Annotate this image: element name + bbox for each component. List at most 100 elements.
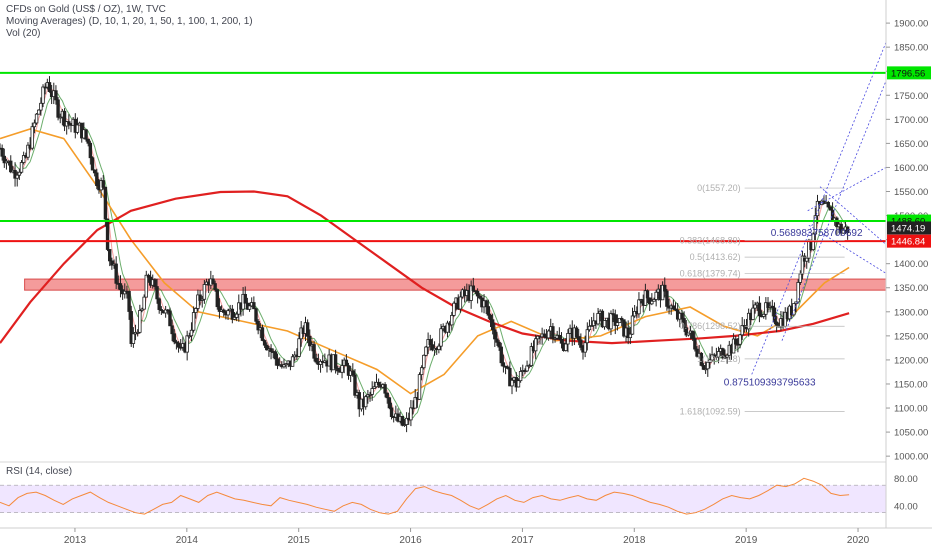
candle-body — [273, 351, 278, 360]
candle-body — [753, 304, 757, 309]
candle-body — [501, 362, 506, 367]
candle-body — [95, 172, 99, 186]
candle-body — [486, 306, 491, 316]
candle-body — [437, 345, 441, 350]
candle-body — [282, 364, 286, 368]
candle-body — [559, 338, 564, 344]
candle-body — [637, 299, 641, 315]
candle-body — [617, 317, 622, 324]
candle-body — [129, 311, 133, 344]
candle-body — [630, 315, 635, 335]
channel-line-0 — [781, 80, 887, 341]
candle-body — [318, 361, 323, 365]
price-label-bg — [887, 66, 931, 80]
candle-body — [488, 314, 493, 321]
x-tick-label: 2016 — [399, 535, 422, 546]
candle-body — [41, 86, 45, 104]
candle-body — [673, 308, 678, 311]
candle-body — [308, 335, 312, 347]
candle-body — [680, 312, 684, 319]
candle-body — [471, 285, 475, 292]
candle-body — [26, 144, 30, 158]
fib-label-1: 0.382(1468.89) — [680, 236, 741, 246]
y-tick-label: 1650.00 — [894, 139, 928, 150]
candle-body — [108, 249, 112, 262]
candle-body — [196, 294, 200, 309]
candle-body — [262, 340, 267, 346]
channel-line-4 — [808, 224, 887, 274]
candle-body — [9, 160, 13, 173]
candle-body — [179, 346, 183, 349]
candle-body — [103, 186, 108, 220]
price-label-bg — [887, 234, 931, 248]
fib-label-2: 0.5(1413.62) — [690, 252, 741, 262]
candle-body — [529, 346, 534, 366]
candle-body — [551, 326, 555, 339]
candle-body — [484, 300, 488, 307]
y-tick-label: 1850.00 — [894, 43, 928, 54]
moving-averages-legend: Moving Averages) (D, 10, 1, 20, 1, 50, 1… — [6, 16, 253, 27]
y-tick-label: 1550.00 — [894, 187, 928, 198]
y-tick-label: 1700.00 — [894, 115, 928, 126]
candle-body — [525, 365, 529, 372]
candle-body — [815, 200, 820, 217]
candle-body — [13, 169, 17, 179]
candle-body — [198, 294, 202, 301]
candle-body — [92, 169, 97, 174]
candle-body — [495, 338, 499, 343]
candle-body — [682, 318, 686, 329]
candle-body — [30, 126, 34, 149]
candle-body — [39, 102, 43, 111]
candle-body — [62, 110, 67, 127]
candle-body — [211, 278, 215, 284]
candle-body — [383, 384, 387, 394]
candle-body — [368, 393, 372, 396]
candle-body — [172, 333, 176, 343]
y-tick-label: 1600.00 — [894, 163, 928, 174]
y-tick-label: 1400.00 — [894, 259, 928, 270]
candle-body — [439, 328, 443, 347]
candle-body — [589, 325, 594, 327]
candle-body — [131, 333, 136, 344]
candle-body — [256, 320, 260, 331]
candle-body — [86, 138, 90, 144]
ma-20-line — [14, 91, 848, 421]
y-tick-label: 1150.00 — [894, 379, 928, 390]
candle-body — [153, 279, 157, 287]
candle-body — [234, 313, 239, 318]
candle-body — [757, 302, 762, 317]
candle-body — [557, 334, 562, 340]
fib-label-4: 0.786(1298.52) — [680, 321, 741, 331]
candle-body — [650, 300, 654, 305]
candle-body — [185, 335, 189, 353]
candle-body — [189, 329, 194, 337]
candle-body — [770, 305, 775, 309]
candle-body — [222, 309, 226, 313]
candle-body — [566, 332, 570, 345]
candle-body — [721, 348, 725, 359]
ma-200-line — [0, 190, 850, 345]
candle-body — [275, 358, 280, 366]
candle-body — [385, 392, 389, 399]
candle-body — [600, 310, 605, 328]
y-tick-label: 1350.00 — [894, 283, 928, 294]
candle-body — [762, 313, 766, 317]
y-tick-label: 1100.00 — [894, 404, 928, 415]
channel-line-1 — [751, 42, 887, 375]
candle-body — [695, 348, 699, 357]
candle-body — [105, 218, 110, 250]
candle-body — [764, 302, 768, 315]
candle-body — [402, 424, 407, 426]
candle-body — [708, 359, 712, 363]
y-tick-label: 1200.00 — [894, 355, 928, 366]
candle-body — [493, 329, 497, 340]
candle-body — [766, 302, 770, 308]
candle-body — [452, 302, 456, 316]
candle-body — [716, 351, 721, 358]
candle-body — [400, 416, 404, 426]
candle-body — [835, 217, 839, 228]
candle-body — [2, 155, 7, 164]
candle-body — [230, 308, 235, 320]
